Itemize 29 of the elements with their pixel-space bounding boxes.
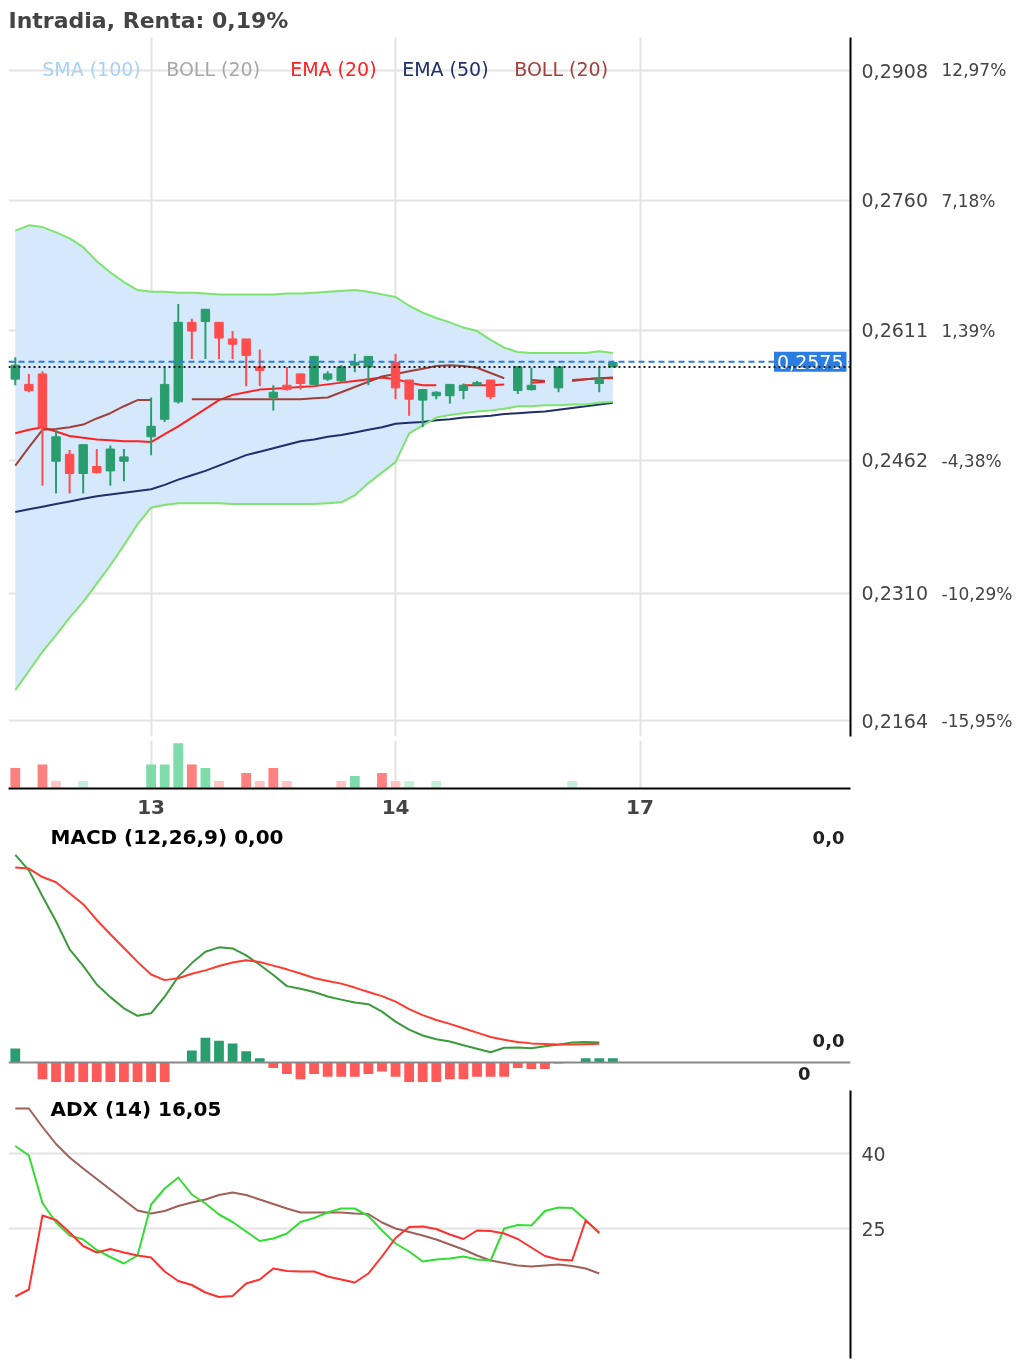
y-tick-label: 40 — [861, 1142, 886, 1165]
x-tick-label: 17 — [626, 794, 654, 819]
y2-tick-label: -4,38% — [941, 450, 1002, 471]
text: EMA (20) — [290, 57, 377, 80]
annotation: 0 — [797, 1062, 811, 1084]
y-tick-label: 0,2310 — [861, 582, 928, 605]
text: EMA (50) — [402, 57, 489, 80]
y2-tick-label: 1,39% — [941, 320, 996, 341]
y-tick-label: 0,2164 — [861, 709, 928, 732]
x-tick-label: 14 — [381, 794, 410, 819]
annotation: 0,0 — [812, 1030, 845, 1052]
y-tick-label: 0,2462 — [861, 449, 928, 472]
chart-title: ADX (14) 16,05 — [50, 1096, 222, 1121]
y-tick-label: 0,2611 — [861, 319, 928, 342]
legend-label: BOLL (20) — [166, 57, 261, 80]
y2-tick-label: 7,18% — [941, 190, 996, 211]
y2-tick-label: -10,29% — [941, 583, 1013, 604]
ref-line-label: 0,2575 — [777, 350, 844, 373]
y2-tick-label: 12,97% — [941, 60, 1007, 81]
y2-tick-label: -15,95% — [941, 710, 1013, 731]
y-tick-label: 0,2760 — [861, 189, 928, 212]
chart-title: MACD (12,26,9) 0,00 — [50, 824, 284, 849]
chart-title: Intradia, Renta: 0,19% — [8, 7, 289, 33]
text: 0,0 — [812, 826, 845, 848]
legend-label: SMA (100) — [42, 57, 141, 80]
y-tick-label: 0,2908 — [861, 59, 928, 82]
x-tick-label: 13 — [137, 794, 166, 819]
text: BOLL (20) — [514, 57, 609, 80]
y-tick-label: 25 — [861, 1217, 886, 1240]
